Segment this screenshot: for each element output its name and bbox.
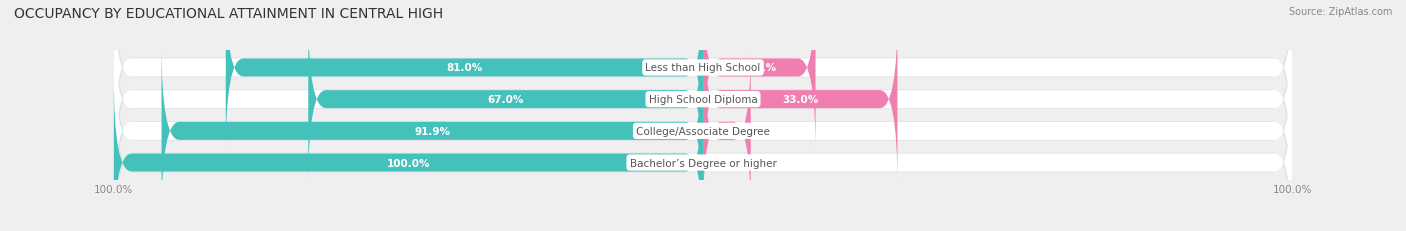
Text: OCCUPANCY BY EDUCATIONAL ATTAINMENT IN CENTRAL HIGH: OCCUPANCY BY EDUCATIONAL ATTAINMENT IN C… [14,7,443,21]
Text: High School Diploma: High School Diploma [648,95,758,105]
FancyBboxPatch shape [308,14,703,185]
Legend: Owner-occupied, Renter-occupied: Owner-occupied, Renter-occupied [583,227,823,231]
Text: 67.0%: 67.0% [488,95,524,105]
Text: Less than High School: Less than High School [645,63,761,73]
FancyBboxPatch shape [114,0,1292,169]
FancyBboxPatch shape [114,46,1292,217]
FancyBboxPatch shape [703,14,897,185]
Text: Source: ZipAtlas.com: Source: ZipAtlas.com [1288,7,1392,17]
Text: 100.0%: 100.0% [387,158,430,168]
FancyBboxPatch shape [703,0,815,154]
FancyBboxPatch shape [114,77,1292,231]
FancyBboxPatch shape [114,62,1292,231]
Text: 8.1%: 8.1% [713,126,741,136]
Text: 33.0%: 33.0% [782,95,818,105]
Text: 19.1%: 19.1% [741,63,778,73]
FancyBboxPatch shape [162,46,703,217]
FancyBboxPatch shape [114,14,1292,185]
FancyBboxPatch shape [226,0,703,154]
FancyBboxPatch shape [114,77,703,231]
FancyBboxPatch shape [703,46,751,217]
Text: 0.0%: 0.0% [721,158,749,168]
FancyBboxPatch shape [114,0,1292,154]
Text: College/Associate Degree: College/Associate Degree [636,126,770,136]
Text: 91.9%: 91.9% [415,126,450,136]
FancyBboxPatch shape [114,31,1292,231]
FancyBboxPatch shape [114,0,1292,200]
Text: Bachelor’s Degree or higher: Bachelor’s Degree or higher [630,158,776,168]
Text: 81.0%: 81.0% [446,63,482,73]
